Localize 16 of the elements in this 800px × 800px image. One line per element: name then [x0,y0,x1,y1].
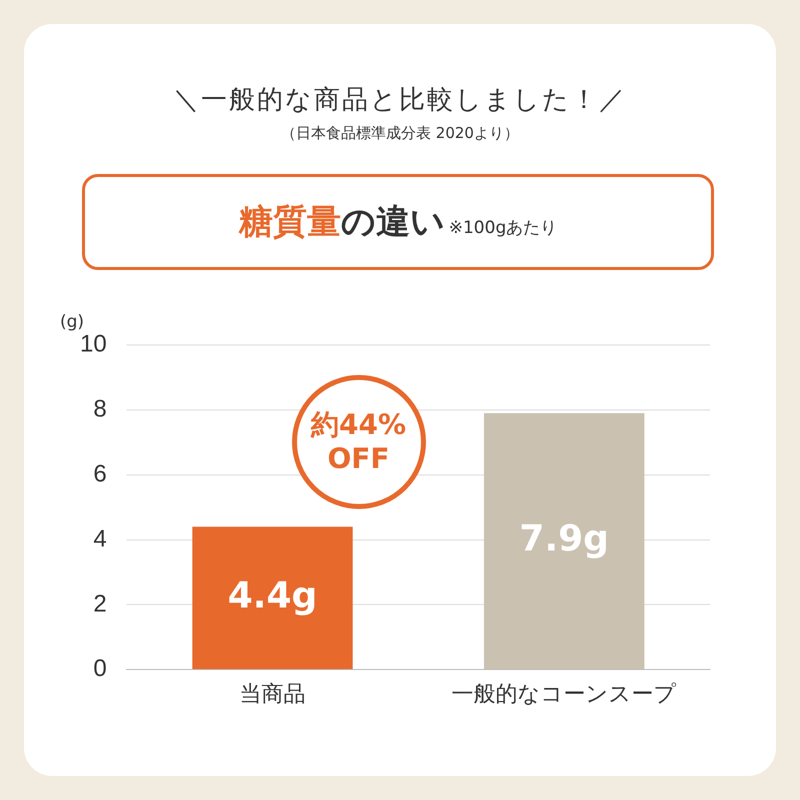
data-label: 4.4g [228,575,318,616]
chart-subtitle: ＼一般的な商品と比較しました！／ [172,84,628,117]
y-tick-label: 6 [93,460,107,488]
y-tick-label: 4 [93,525,107,552]
text: ※100gあたり [448,218,558,238]
text: （日本食品標準成分表 2020より） [280,124,520,143]
y-tick-label: 0 [93,655,107,682]
chart-title: 糖質量の違い [238,202,445,242]
x-tick-label: 当商品 [240,680,306,706]
x-tick-label: 一般的なコーンスープ [452,680,677,706]
y-tick-label: 2 [93,590,107,618]
y-axis-title: (g) [60,312,84,332]
data-label: 7.9g [519,518,609,560]
y-tick-label: 10 [80,330,107,358]
annotation: 約44% OFF [310,408,408,476]
y-tick-label: 8 [93,396,107,423]
